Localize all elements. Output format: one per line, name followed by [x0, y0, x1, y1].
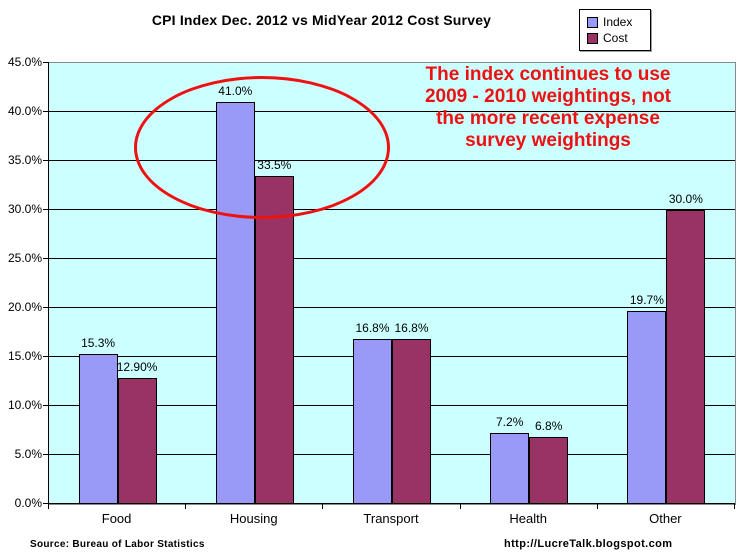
x-axis-tick [322, 504, 323, 509]
bar-index-health [490, 433, 530, 504]
y-axis-tick-label: 35.0% [7, 153, 42, 167]
index-series-swatch-icon [587, 16, 598, 28]
bar-label-index-transport: 16.8% [355, 321, 390, 335]
gridline [49, 209, 735, 210]
blog-url: http://LucreTalk.blogspot.com [504, 538, 673, 550]
y-axis-tick-label: 40.0% [7, 104, 42, 118]
bar-label-cost-transport: 16.8% [394, 321, 429, 335]
bar-label-cost-other: 30.0% [668, 192, 703, 206]
y-axis-tick [43, 503, 48, 504]
category-label-housing: Housing [229, 511, 278, 526]
x-axis-tick [460, 504, 461, 509]
gridline [49, 160, 735, 161]
annotation-line: 2009 - 2010 weightings, not [424, 86, 672, 107]
y-axis-tick-label: 20.0% [7, 300, 42, 314]
y-axis-tick-label: 15.0% [7, 349, 42, 363]
y-axis-tick [43, 62, 48, 63]
category-label-other: Other [649, 511, 682, 526]
legend-item-cost: Cost [587, 30, 645, 46]
legend-label-cost: Cost [603, 31, 628, 45]
y-axis-tick-label: 25.0% [7, 251, 42, 265]
y-axis-tick [43, 111, 48, 112]
category-slot-transport: 16.8% 16.8% [323, 63, 460, 504]
x-axis-tick [48, 504, 49, 509]
y-axis-tick [43, 258, 48, 259]
y-axis-tick-label: 0.0% [14, 496, 42, 510]
y-axis-tick [43, 307, 48, 308]
bar-label-index-health: 7.2% [496, 415, 524, 429]
bar-cost-health [529, 437, 569, 504]
bar-label-cost-food: 12.90% [116, 360, 158, 374]
y-axis-tick [43, 160, 48, 161]
y-axis-tick-label: 5.0% [14, 447, 42, 461]
bar-index-other [627, 311, 667, 504]
source-note: Source: Bureau of Labor Statistics [30, 539, 205, 550]
category-label-transport: Transport [363, 511, 419, 526]
bar-cost-food [117, 378, 157, 504]
legend: Index Cost [579, 9, 651, 51]
annotation-line: the more recent expense [436, 108, 660, 129]
bar-label-index-other: 19.7% [629, 293, 664, 307]
y-axis-tick [43, 209, 48, 210]
chart-title: CPI Index Dec. 2012 vs MidYear 2012 Cost… [151, 12, 492, 28]
gridline [49, 111, 735, 112]
category-label-health: Health [509, 511, 547, 526]
x-axis-tick [734, 504, 735, 509]
y-axis-tick [43, 405, 48, 406]
bar-label-index-food: 15.3% [81, 336, 116, 350]
highlight-ellipse [134, 76, 390, 219]
y-axis-line [48, 62, 49, 504]
category-slot-food: 15.3% 12.90% [49, 63, 186, 504]
gridline [49, 307, 735, 308]
annotation-line: survey weightings [465, 130, 631, 151]
y-axis-tick-label: 10.0% [7, 398, 42, 412]
gridline [49, 258, 735, 259]
y-axis-tick [43, 356, 48, 357]
plot-area: 15.3% 12.90% 41.0% 33.5% 16.8% 16.8% 7.2% 6.8% 1… [48, 62, 736, 505]
x-axis-tick [185, 504, 186, 509]
category-label-food: Food [101, 511, 132, 526]
y-axis-tick [43, 454, 48, 455]
category-slot-other: 19.7% 30.0% [598, 63, 735, 504]
bar-cost-other [666, 210, 706, 504]
bar-index-food [78, 354, 118, 504]
bar-label-cost-health: 6.8% [535, 419, 563, 433]
x-axis-line [48, 503, 735, 504]
bar-cost-transport [391, 339, 431, 504]
legend-label-index: Index [603, 15, 633, 29]
y-axis-tick-label: 30.0% [7, 202, 42, 216]
y-axis-tick-label: 45.0% [7, 55, 42, 69]
annotation-text: The index continues to use 2009 - 2010 w… [392, 64, 704, 152]
legend-item-index: Index [587, 14, 645, 30]
annotation-line: The index continues to use [425, 64, 671, 85]
bar-cost-housing [254, 176, 294, 504]
x-axis-tick [597, 504, 598, 509]
cost-series-swatch-icon [587, 32, 598, 44]
bar-index-transport [352, 339, 392, 504]
